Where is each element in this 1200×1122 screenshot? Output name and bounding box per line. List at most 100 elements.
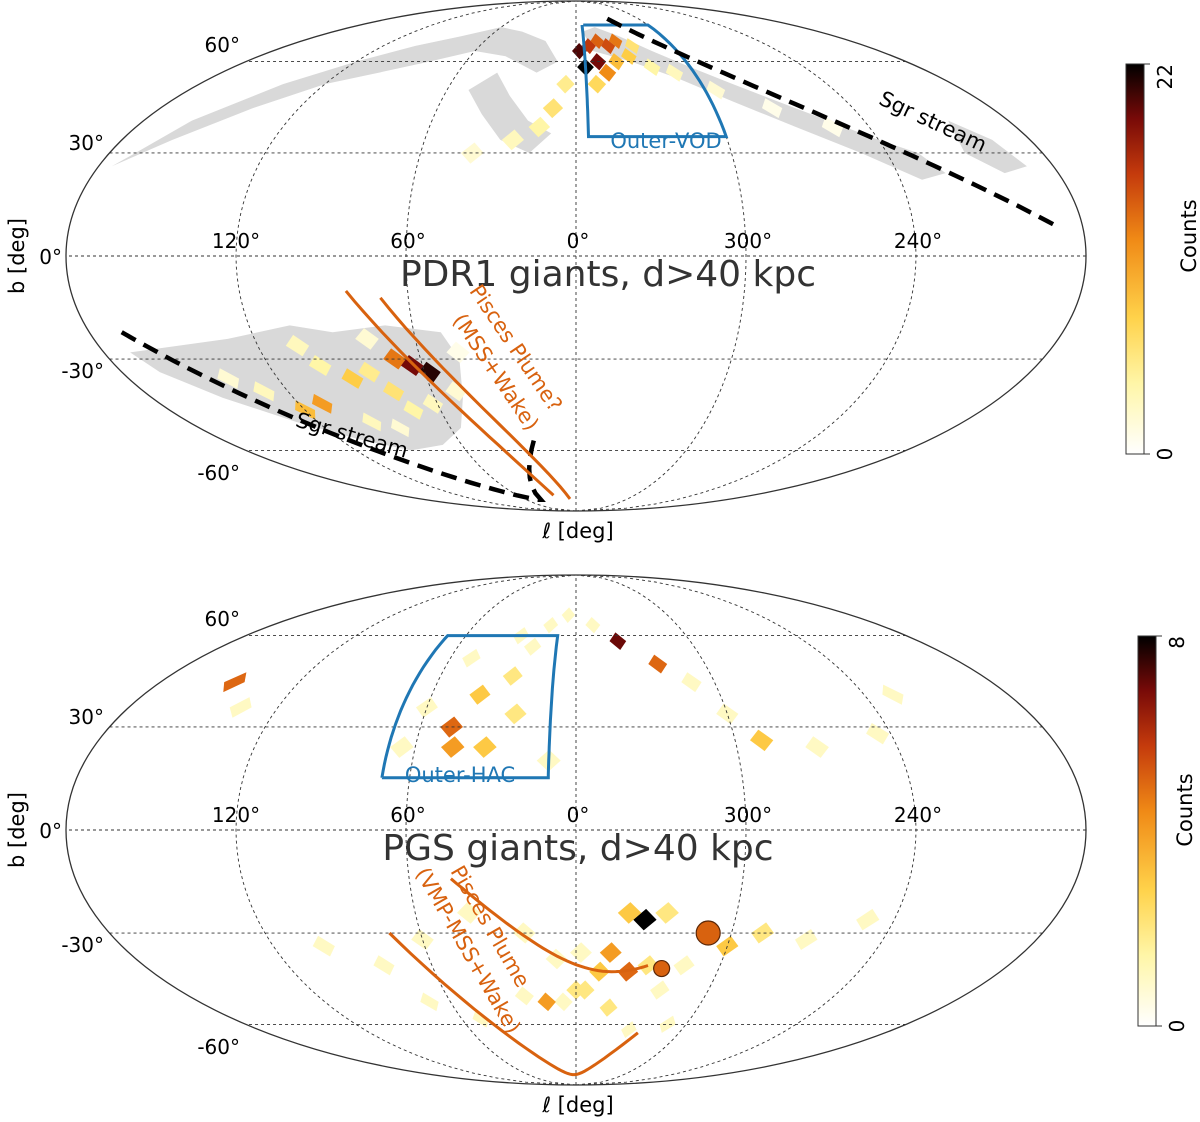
heatmap-cell — [362, 412, 382, 432]
heatmap-cell — [312, 935, 335, 957]
heatmap-cell — [554, 992, 573, 1012]
heatmap-cell — [650, 980, 670, 1000]
colorbar-label: Counts — [1173, 773, 1197, 846]
heatmap-cell — [882, 684, 904, 705]
heatmap-cell — [229, 697, 252, 718]
panel-title: PGS giants, d>40 kpc — [382, 828, 773, 869]
heatmap-cell — [383, 381, 405, 402]
panel-pgs: 60° 30° 0° -30° -60° 120° 60° 0° 300° 24… — [5, 574, 1197, 1117]
map-boundary — [65, 0, 1087, 512]
heatmap-cell — [561, 607, 576, 623]
heatmap-cell — [633, 908, 657, 931]
lon-tick-300: 300° — [724, 803, 772, 827]
heatmap-cell — [681, 672, 702, 693]
pisces-plume-line — [388, 931, 639, 1077]
lon-tick-60: 60° — [390, 229, 425, 253]
heatmap-cell — [556, 74, 575, 94]
heatmap-cell — [418, 361, 441, 383]
heatmap-cell — [528, 116, 551, 138]
lon-tick-240: 240° — [894, 229, 942, 253]
heatmap-cell — [665, 63, 684, 82]
heatmap-cell — [590, 33, 604, 49]
lat-tick-0: 0° — [39, 245, 62, 269]
heatmap-cell — [706, 80, 726, 100]
heatmap-cell — [673, 955, 695, 976]
colorbar — [1125, 63, 1145, 455]
heatmap-cell — [390, 736, 414, 758]
lon-tick-120: 120° — [212, 803, 260, 827]
x-axis-label: ℓ [deg] — [541, 519, 613, 543]
satellite-marker — [695, 920, 721, 946]
lat-tick-m30: -30° — [61, 933, 104, 957]
meridian-line — [405, 574, 577, 1086]
heatmap-cell — [445, 381, 467, 402]
lon-tick-0: 0° — [567, 229, 590, 253]
lat-tick-60: 60° — [205, 607, 240, 631]
heatmap-cell — [617, 902, 642, 924]
heatmap-cell — [566, 980, 586, 1000]
heatmap-cell — [253, 381, 275, 402]
heatmap-cell — [383, 348, 406, 370]
heatmap-cell — [457, 902, 481, 924]
pisces-plume-line — [449, 877, 649, 974]
heatmap-cell — [587, 74, 607, 94]
colorbar-min-label: 0 — [1165, 1020, 1189, 1033]
heatmap-cell — [648, 654, 668, 674]
heatmap-cell — [581, 38, 596, 55]
heatmap-cell — [285, 334, 310, 357]
heatmap-cell — [599, 942, 622, 963]
x-axis-label: ℓ [deg] — [541, 1093, 613, 1117]
graticule — [66, 0, 1086, 512]
heatmap-cell — [621, 48, 637, 65]
heatmap-cell — [608, 33, 623, 49]
panel-title: PDR1 giants, d>40 kpc — [400, 254, 816, 295]
heatmap-cell — [821, 116, 844, 138]
y-axis-label: b [deg] — [5, 792, 29, 868]
heatmap-cell — [391, 418, 410, 438]
heatmap-cell — [751, 922, 774, 944]
pisces-plume-line — [344, 289, 555, 497]
heatmap-cell — [598, 63, 617, 82]
meridian-line — [405, 0, 577, 512]
lon-tick-120: 120° — [212, 229, 260, 253]
colorbar-max-label: 22 — [1153, 64, 1177, 89]
pisces-plume-line — [379, 296, 572, 500]
heatmap-cell — [501, 129, 524, 151]
heatmap-cell — [609, 632, 627, 650]
outer-hac-region — [380, 634, 560, 780]
heatmap-cell — [341, 368, 364, 389]
heatmap-cell — [502, 666, 523, 686]
lat-tick-30: 30° — [69, 131, 104, 155]
lon-tick-60: 60° — [390, 803, 425, 827]
heatmap-cell — [462, 648, 481, 668]
heatmap-cell — [585, 617, 601, 634]
colorbar-max-label: 8 — [1165, 636, 1189, 649]
heatmap-cell — [625, 38, 640, 55]
heatmap-cell — [542, 98, 564, 119]
heatmap-cell — [599, 998, 618, 1017]
heatmap-cell — [659, 1015, 676, 1033]
heatmap-cell — [441, 736, 465, 758]
meridian-line — [235, 0, 577, 512]
heatmap-cell — [420, 992, 439, 1012]
heatmap-cell — [795, 929, 818, 950]
heatmap-cell — [866, 723, 890, 745]
heatmap-cell — [217, 368, 240, 389]
heatmap-cell — [355, 328, 379, 350]
heatmap-cells — [223, 607, 904, 1038]
heatmap-cell — [537, 992, 556, 1012]
heatmap-cell — [570, 942, 592, 963]
heatmap-cell — [403, 400, 424, 420]
region-label: Outer-VOD — [610, 129, 721, 153]
sgr-stream-north — [606, 16, 1059, 229]
sgr-stream-south — [120, 330, 546, 502]
heatmap-cell — [621, 1021, 637, 1038]
region-label: Outer-HAC — [405, 763, 515, 787]
footprint-south — [130, 325, 463, 451]
graticule — [66, 574, 1086, 1086]
overlays — [380, 634, 721, 1077]
heatmap-cell — [750, 729, 774, 752]
lon-tick-0: 0° — [567, 803, 590, 827]
footprint-north-central — [468, 72, 552, 153]
